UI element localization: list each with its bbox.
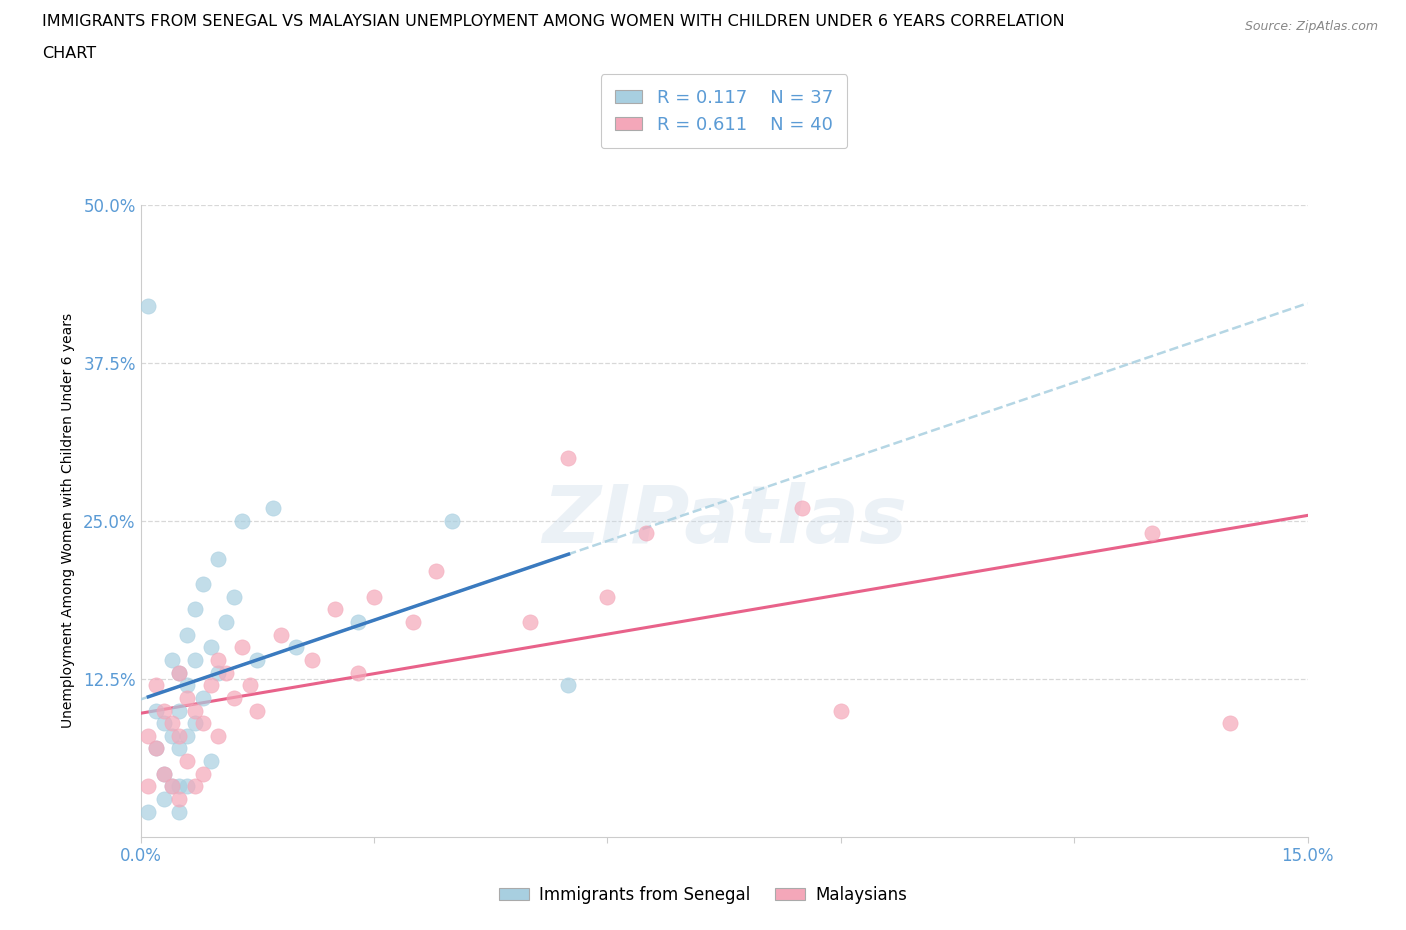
Point xyxy=(557,678,579,693)
Text: IMMIGRANTS FROM SENEGAL VS MALAYSIAN UNEMPLOYMENT AMONG WOMEN WITH CHILDREN UNDE: IMMIGRANTS FROM SENEGAL VS MALAYSIAN UNE… xyxy=(42,14,1064,29)
Text: Source: ZipAtlas.com: Source: ZipAtlas.com xyxy=(1244,20,1378,33)
Point xyxy=(363,590,385,604)
Point xyxy=(557,450,579,465)
Point xyxy=(636,526,658,541)
Point xyxy=(519,615,541,630)
Point xyxy=(160,779,183,794)
Point xyxy=(238,678,260,693)
Point xyxy=(153,766,176,781)
Point xyxy=(176,779,198,794)
Point xyxy=(176,690,198,705)
Point xyxy=(138,299,160,313)
Point xyxy=(160,728,183,743)
Point xyxy=(222,590,245,604)
Point xyxy=(270,627,292,642)
Point xyxy=(153,716,176,731)
Point xyxy=(153,703,176,718)
Point xyxy=(176,753,198,768)
Point xyxy=(425,564,447,578)
Point xyxy=(285,640,308,655)
Point xyxy=(145,678,167,693)
Point xyxy=(153,791,176,806)
Point xyxy=(191,766,214,781)
Point xyxy=(160,653,183,668)
Legend: R = 0.117    N = 37, R = 0.611    N = 40: R = 0.117 N = 37, R = 0.611 N = 40 xyxy=(600,74,848,149)
Point xyxy=(153,766,176,781)
Point xyxy=(169,791,191,806)
Point xyxy=(191,577,214,591)
Point xyxy=(323,602,346,617)
Point xyxy=(231,640,253,655)
Point xyxy=(138,728,160,743)
Point xyxy=(169,779,191,794)
Point xyxy=(138,779,160,794)
Point xyxy=(222,690,245,705)
Point xyxy=(169,665,191,680)
Point xyxy=(145,741,167,756)
Point xyxy=(145,703,167,718)
Point xyxy=(596,590,619,604)
Point xyxy=(830,703,852,718)
Point xyxy=(169,804,191,819)
Point xyxy=(246,653,269,668)
Point xyxy=(402,615,425,630)
Point xyxy=(169,741,191,756)
Y-axis label: Unemployment Among Women with Children Under 6 years: Unemployment Among Women with Children U… xyxy=(60,313,75,728)
Point xyxy=(207,653,229,668)
Point xyxy=(176,728,198,743)
Point xyxy=(347,615,370,630)
Point xyxy=(347,665,370,680)
Point xyxy=(207,728,229,743)
Point xyxy=(200,678,222,693)
Point xyxy=(169,665,191,680)
Point xyxy=(200,640,222,655)
Point xyxy=(184,653,207,668)
Point xyxy=(176,627,198,642)
Point xyxy=(184,779,207,794)
Point xyxy=(191,716,214,731)
Point xyxy=(145,741,167,756)
Point xyxy=(1140,526,1163,541)
Point xyxy=(207,665,229,680)
Point xyxy=(231,513,253,528)
Point xyxy=(138,804,160,819)
Point xyxy=(262,500,284,515)
Point xyxy=(176,678,198,693)
Text: ZIPatlas: ZIPatlas xyxy=(541,482,907,560)
Point xyxy=(246,703,269,718)
Point xyxy=(790,500,813,515)
Point xyxy=(1219,716,1241,731)
Text: CHART: CHART xyxy=(42,46,96,61)
Point xyxy=(169,703,191,718)
Point xyxy=(169,728,191,743)
Point xyxy=(301,653,323,668)
Point xyxy=(207,551,229,566)
Point xyxy=(191,690,214,705)
Point xyxy=(215,665,238,680)
Point xyxy=(184,602,207,617)
Point xyxy=(440,513,463,528)
Point xyxy=(200,753,222,768)
Point xyxy=(215,615,238,630)
Point xyxy=(160,779,183,794)
Point xyxy=(160,716,183,731)
Point xyxy=(184,703,207,718)
Legend: Immigrants from Senegal, Malaysians: Immigrants from Senegal, Malaysians xyxy=(491,878,915,912)
Point xyxy=(184,716,207,731)
